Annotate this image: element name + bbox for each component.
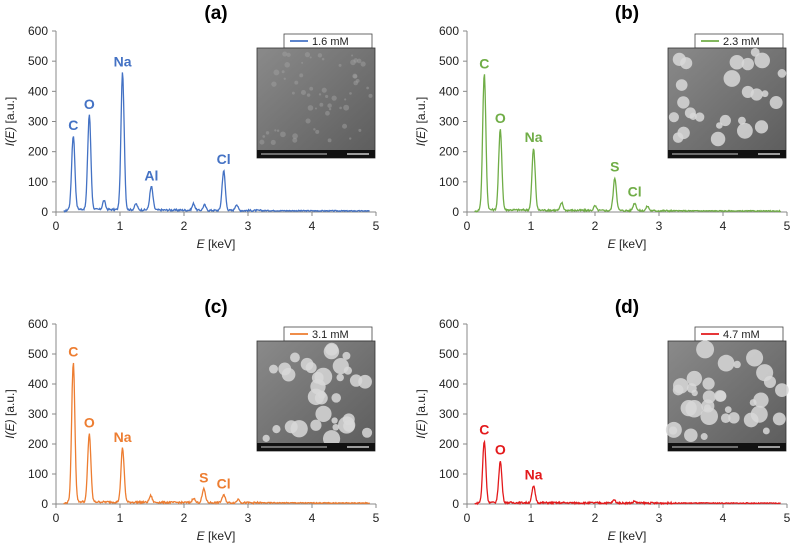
x-tick-label: 3 (656, 511, 663, 525)
peak-label: Cl (628, 183, 642, 199)
peak-label: Na (114, 54, 132, 70)
x-tick-label: 0 (53, 511, 60, 525)
y-tick-label: 600 (439, 24, 459, 38)
spectrum-line (474, 439, 781, 506)
y-tick-label: 500 (28, 347, 48, 361)
y-tick-label: 400 (28, 84, 48, 98)
y-tick-label: 600 (439, 317, 459, 331)
x-axis-label: E [keV] (197, 237, 236, 251)
legend-label: 1.6 mM (312, 36, 349, 48)
x-tick-label: 1 (117, 219, 124, 233)
x-tick-label: 1 (528, 511, 535, 525)
y-tick-label: 0 (41, 205, 48, 219)
y-tick-label: 100 (28, 467, 48, 481)
y-tick-label: 200 (28, 145, 48, 159)
x-tick-label: 2 (181, 219, 188, 233)
panel-title: (c) (204, 297, 227, 318)
y-axis-label: I(E) [a.u.] (3, 97, 17, 146)
peak-label: O (84, 415, 95, 431)
y-axis-label: I(E) [a.u.] (3, 389, 17, 438)
y-tick-label: 600 (28, 24, 48, 38)
y-tick-label: 300 (28, 115, 48, 129)
peak-label: Na (525, 467, 543, 483)
x-tick-label: 3 (245, 219, 252, 233)
peak-label: C (68, 344, 78, 360)
y-tick-label: 400 (439, 377, 459, 391)
x-tick-label: 4 (720, 219, 727, 233)
y-tick-label: 300 (28, 407, 48, 421)
x-tick-label: 2 (592, 219, 599, 233)
legend-label: 4.7 mM (723, 329, 760, 341)
x-tick-label: 4 (309, 511, 316, 525)
chart-panel: (c) 0 100 200 300 400 500 600 0 1 2 3 4 5 E [keV] I(E) … (3, 297, 380, 543)
x-tick-label: 4 (309, 219, 316, 233)
y-tick-label: 0 (452, 205, 459, 219)
peak-label: S (610, 158, 619, 174)
peak-label: C (479, 55, 489, 71)
sem-image (256, 47, 376, 159)
x-tick-label: 1 (117, 511, 124, 525)
x-axis-label: E [keV] (197, 529, 236, 543)
y-tick-label: 100 (28, 175, 48, 189)
y-tick-label: 0 (41, 497, 48, 511)
peak-label: Al (144, 167, 158, 183)
chart-panel: (b) 0 100 200 300 400 500 600 0 1 2 3 4 5 E [keV] I(E) … (414, 3, 791, 251)
y-tick-label: 0 (452, 497, 459, 511)
peak-label: O (495, 110, 506, 126)
panel-title: (a) (204, 3, 227, 24)
y-tick-label: 500 (439, 54, 459, 68)
peak-label: C (68, 117, 78, 133)
y-tick-label: 100 (439, 175, 459, 189)
peak-label: Na (525, 129, 543, 145)
x-tick-label: 5 (373, 219, 380, 233)
x-tick-label: 3 (656, 219, 663, 233)
y-tick-label: 300 (439, 115, 459, 129)
x-tick-label: 0 (53, 219, 60, 233)
legend-label: 2.3 mM (723, 36, 760, 48)
y-axis-label: I(E) [a.u.] (414, 97, 428, 146)
y-tick-label: 400 (439, 84, 459, 98)
x-tick-label: 5 (784, 219, 791, 233)
x-tick-label: 1 (528, 219, 535, 233)
x-axis-label: E [keV] (608, 237, 647, 251)
y-tick-label: 300 (439, 407, 459, 421)
x-tick-label: 0 (464, 219, 471, 233)
y-axis-label: I(E) [a.u.] (414, 389, 428, 438)
legend-label: 3.1 mM (312, 329, 349, 341)
y-tick-label: 500 (28, 54, 48, 68)
chart-panel: (d) 0 100 200 300 400 500 600 0 1 2 3 4 5 E [keV] I(E) … (414, 297, 791, 543)
peak-label: O (495, 442, 506, 458)
x-tick-label: 5 (784, 511, 791, 525)
x-tick-label: 2 (181, 511, 188, 525)
y-tick-label: 400 (28, 377, 48, 391)
peak-label: Cl (217, 151, 231, 167)
x-tick-label: 3 (245, 511, 252, 525)
peak-label: S (199, 470, 208, 486)
x-tick-label: 5 (373, 511, 380, 525)
y-tick-label: 200 (439, 145, 459, 159)
peak-label: O (84, 96, 95, 112)
panel-title: (d) (615, 297, 639, 318)
x-axis-label: E [keV] (608, 529, 647, 543)
y-tick-label: 200 (439, 437, 459, 451)
spectrum-line (474, 74, 782, 213)
x-tick-label: 4 (720, 511, 727, 525)
panel-title: (b) (615, 3, 639, 24)
y-tick-label: 600 (28, 317, 48, 331)
peak-label: C (479, 422, 489, 438)
y-tick-label: 200 (28, 437, 48, 451)
y-tick-label: 500 (439, 347, 459, 361)
chart-panel: (a) 0 100 200 300 400 500 600 0 1 2 3 4 5 E [keV] I(E) … (3, 3, 380, 251)
spectrum-line (63, 72, 370, 213)
peak-label: Cl (217, 476, 231, 492)
x-tick-label: 0 (464, 511, 471, 525)
peak-label: Na (114, 429, 132, 445)
y-tick-label: 100 (439, 467, 459, 481)
spectrum-line (63, 362, 370, 505)
x-tick-label: 2 (592, 511, 599, 525)
